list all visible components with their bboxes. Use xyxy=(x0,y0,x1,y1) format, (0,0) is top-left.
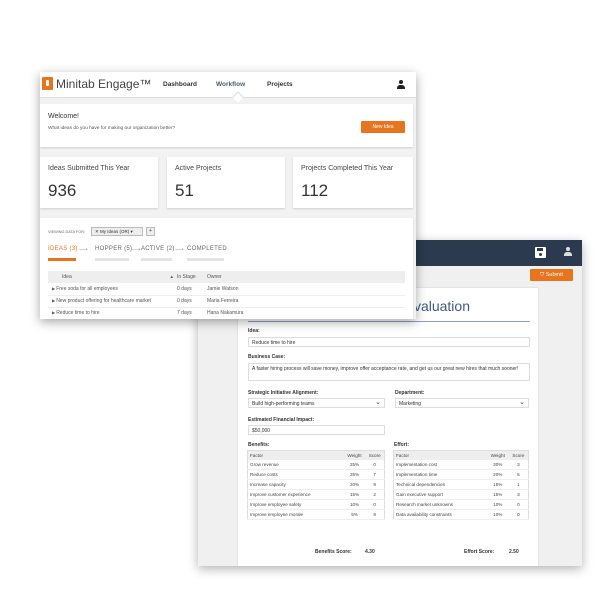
table-row: Improve customer experience 15% 2 xyxy=(247,489,385,500)
department-label: Department: xyxy=(395,390,425,396)
stat-card: Ideas Submitted This Year 936 xyxy=(40,157,158,208)
stage-bar xyxy=(141,258,172,261)
stage-bar xyxy=(95,258,129,261)
stage-bar xyxy=(187,258,224,261)
evaluation-form: Idea Evaluation Idea: Reduce time to hir… xyxy=(238,288,538,566)
stage-tab[interactable]: HOPPER (5) xyxy=(95,246,133,252)
title-underline xyxy=(248,321,530,322)
nav-dashboard[interactable]: Dashboard xyxy=(163,81,197,88)
benefits-score: 4.30 xyxy=(365,549,375,555)
nav-workflow[interactable]: Workflow xyxy=(216,81,246,88)
table-header: Factor Weight Score xyxy=(393,450,529,460)
department-select[interactable]: Marketing xyxy=(395,398,529,408)
table-row: Technical dependencies 15% 1 xyxy=(393,479,529,490)
table-row[interactable]: ▶ Free soda for all employees 0 days Jamie… xyxy=(48,283,405,296)
welcome-title: Welcome! xyxy=(48,113,79,120)
table-row: Implementation time 20% 5 xyxy=(393,469,529,480)
stage-tab[interactable]: ACTIVE (2) xyxy=(141,246,175,252)
stat-value: 112 xyxy=(301,181,329,200)
add-filter-button[interactable]: + xyxy=(146,227,155,236)
table-row: Gain executive support 15% 3 xyxy=(393,489,529,500)
user-icon[interactable] xyxy=(397,80,405,89)
effort-table: Factor Weight Score Implementation cost 30% 3… xyxy=(393,450,529,520)
arrow-icon: ⟶ xyxy=(175,247,184,253)
filter-select[interactable]: ✕ My Ideas (OR) ▾ xyxy=(91,227,143,236)
table-row: Improve employee morale 5% 9 xyxy=(247,509,385,520)
strategic-select[interactable]: Build high-performing teams xyxy=(248,398,385,408)
expand-icon[interactable]: ▶ xyxy=(52,298,57,303)
stat-label: Projects Completed This Year xyxy=(301,165,394,172)
table-row: Reduce costs 25% 7 xyxy=(247,469,385,480)
benefits-score-label: Benefits Score: xyxy=(315,549,352,555)
impact-input[interactable]: $50,000 xyxy=(248,425,385,435)
idea-input[interactable]: Reduce time to hire xyxy=(248,337,530,347)
benefits-label: Benefits: xyxy=(248,442,270,448)
col-stage[interactable]: In Stage xyxy=(173,271,203,283)
table-row: Implementation cost 30% 3 xyxy=(393,459,529,470)
stat-value: 51 xyxy=(175,181,194,200)
stat-label: Ideas Submitted This Year xyxy=(48,165,130,172)
table-row: Data availability constraints 10% 0 xyxy=(393,509,529,520)
submit-button[interactable]: ⛉ Submit xyxy=(530,269,573,281)
nav-projects[interactable]: Projects xyxy=(267,81,293,88)
benefits-table: Factor Weight Score Grow revenue 25% 0 Reduce … xyxy=(247,450,385,520)
idea-label: Idea: xyxy=(248,328,260,334)
new-idea-button[interactable]: New Idea xyxy=(361,121,405,133)
save-icon[interactable] xyxy=(535,247,546,258)
dashboard-window: Minitab Engage™ Dashboard Workflow Proje… xyxy=(40,72,416,319)
strategic-label: Strategic Initiative Alignment: xyxy=(248,390,319,396)
filter-label: VIEWING DATA FOR: xyxy=(48,230,85,234)
welcome-card: Welcome! What ideas do you have for maki… xyxy=(40,104,413,147)
table-row: Increase capacity 20% 9 xyxy=(247,479,385,490)
logo-icon xyxy=(42,77,53,90)
workflow-card: VIEWING DATA FOR: ✕ My Ideas (OR) ▾ + ID… xyxy=(40,218,413,319)
stat-card: Active Projects 51 xyxy=(167,157,285,208)
welcome-subtitle: What ideas do you have for making our or… xyxy=(48,126,176,131)
stage-tab[interactable]: COMPLETED xyxy=(187,246,228,252)
table-row[interactable]: ▶ Reduce time to hire 7 days Hana Nakamura xyxy=(48,307,405,319)
stat-label: Active Projects xyxy=(175,165,222,172)
effort-label: Effort: xyxy=(394,442,409,448)
shield-check-icon: ⛉ xyxy=(540,272,546,278)
table-row: Research market unknowns 10% 0 xyxy=(393,499,529,510)
arrow-icon: ⟶ xyxy=(79,247,88,253)
arrow-icon: ⟶ xyxy=(132,247,141,253)
stage-tab[interactable]: IDEAS (3) xyxy=(48,246,78,252)
table-row: Improve employee safety 10% 0 xyxy=(247,499,385,510)
user-icon[interactable] xyxy=(564,247,574,258)
business-case-textarea[interactable]: A faster hiring process will save money,… xyxy=(248,363,530,381)
impact-label: Estimated Financial Impact: xyxy=(248,417,315,423)
effort-score: 2.50 xyxy=(509,549,519,555)
ideas-table: Idea ▴ In Stage Owner ▶ Free soda for all em… xyxy=(48,271,405,319)
brand: Minitab Engage™ xyxy=(56,77,152,91)
expand-icon[interactable]: ▶ xyxy=(52,310,57,315)
stat-card: Projects Completed This Year 112 xyxy=(293,157,413,208)
stage-bar xyxy=(48,258,76,261)
expand-icon[interactable]: ▶ xyxy=(52,285,57,291)
col-owner[interactable]: Owner xyxy=(203,271,405,283)
table-row: Grow revenue 25% 0 xyxy=(247,459,385,470)
top-nav: Minitab Engage™ Dashboard Workflow Proje… xyxy=(40,72,416,98)
col-idea[interactable]: Idea ▴ xyxy=(48,271,173,283)
stat-value: 936 xyxy=(48,181,77,200)
table-row[interactable]: ▶ New product offering for healthcare ma… xyxy=(48,295,405,308)
business-case-label: Business Case: xyxy=(248,354,286,360)
effort-score-label: Effort Score: xyxy=(464,549,495,555)
table-header: Idea ▴ In Stage Owner xyxy=(48,271,405,283)
table-header: Factor Weight Score xyxy=(247,450,385,460)
